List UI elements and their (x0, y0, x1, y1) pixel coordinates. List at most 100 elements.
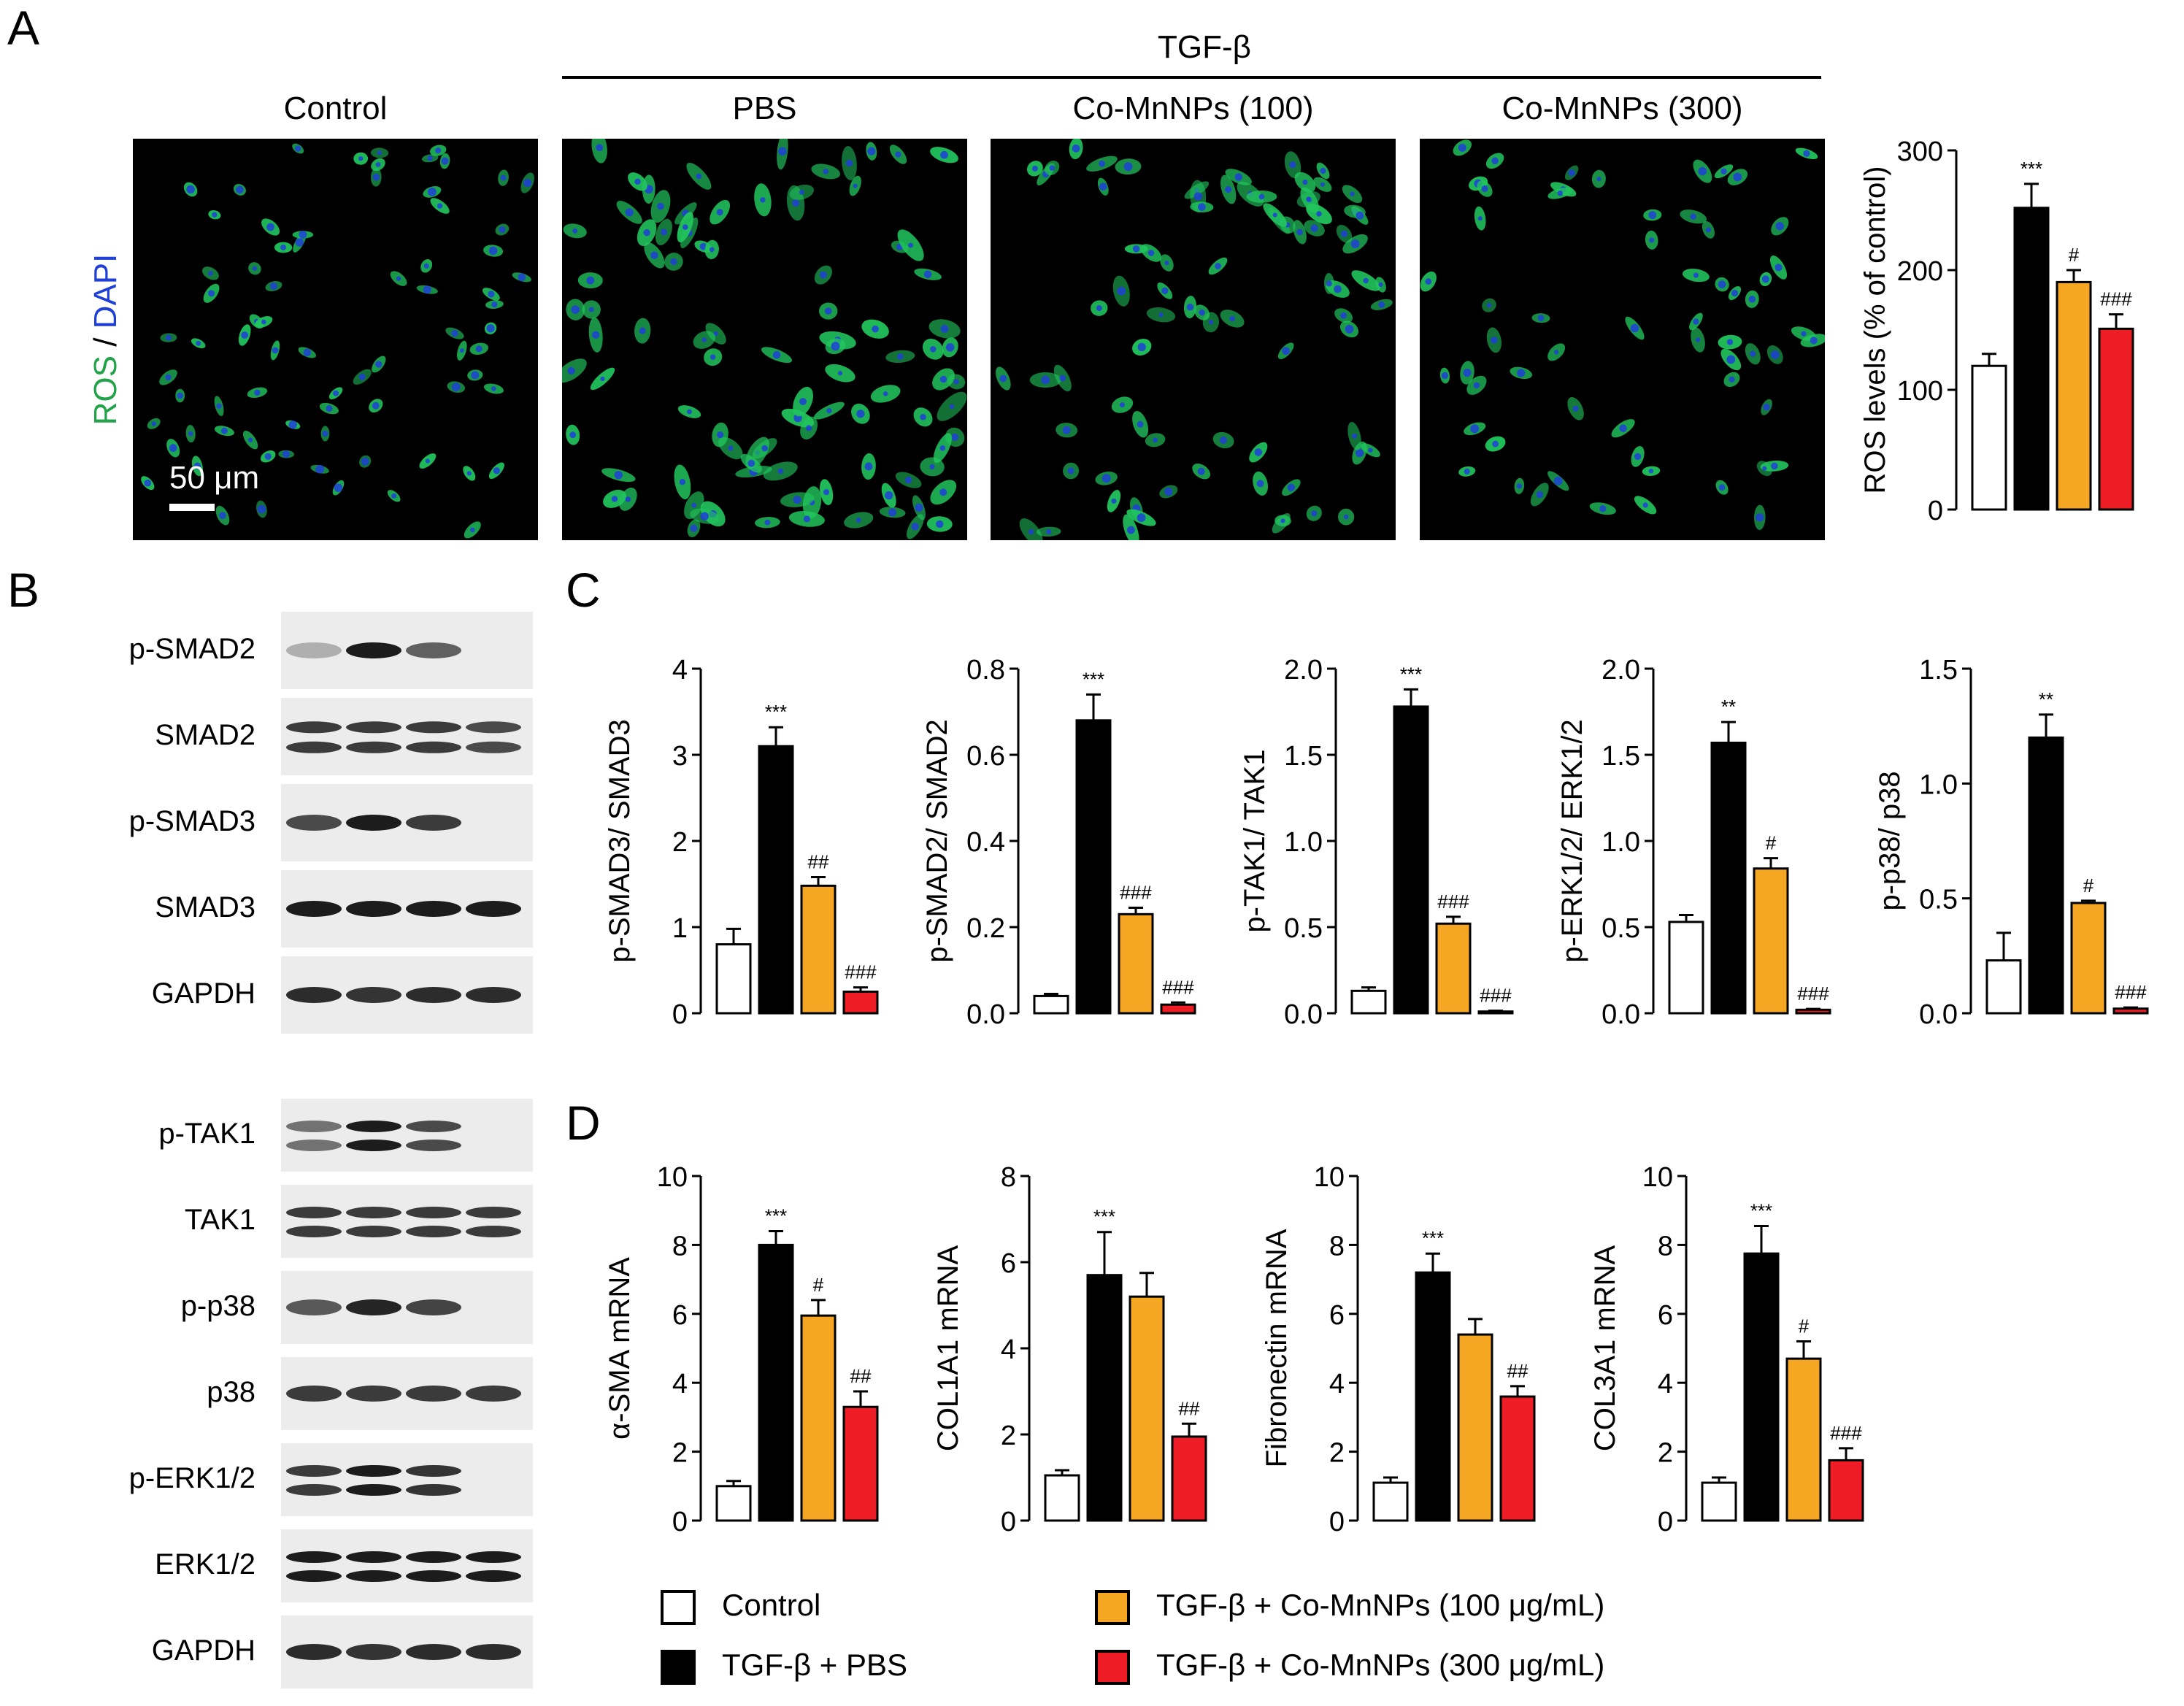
y-tick-label: 4 (1658, 1369, 1673, 1399)
cell-nucleus (1282, 347, 1291, 356)
cell-nucleus (1481, 185, 1488, 192)
y-tick-label: 4 (672, 655, 688, 685)
cell (278, 450, 294, 458)
y-tick-label: 1.5 (1284, 741, 1323, 772)
cell (1756, 461, 1772, 476)
cell (1316, 162, 1330, 180)
cell-nucleus (939, 375, 947, 383)
cell (1019, 518, 1043, 540)
cell (1682, 269, 1710, 283)
cell-nucleus (657, 202, 664, 210)
significance-label: ** (1721, 696, 1736, 718)
y-tick-label: 0.0 (1919, 999, 1958, 1030)
cell-nucleus (1642, 502, 1648, 508)
cell (870, 385, 901, 403)
blot-band (466, 1207, 521, 1218)
blot-band (286, 1644, 342, 1660)
cell (1643, 209, 1662, 221)
bar (1086, 1274, 1123, 1522)
cell-nucleus (823, 489, 830, 496)
cell (1097, 177, 1109, 196)
chart-p-smad2: 0.0 0.2 0.4 0.6 0.8 p-SMAD2/ SMAD2 *** ### ### (916, 642, 1230, 1051)
cell-nucleus (1517, 369, 1526, 377)
cell (928, 319, 961, 339)
blot-band (346, 1299, 401, 1315)
cell-nucleus (1553, 476, 1563, 485)
cell (1718, 334, 1742, 350)
cell (650, 190, 671, 223)
cell-nucleus (747, 459, 755, 467)
cell-nucleus (1720, 168, 1727, 174)
cell (1146, 307, 1176, 323)
cell-nucleus (1137, 342, 1146, 352)
cell-nucleus (361, 457, 369, 466)
cell (942, 337, 958, 358)
cell (1720, 348, 1742, 371)
cell (488, 462, 504, 480)
chart-p-tak1-svg: 0.0 0.5 1.0 1.5 2.0 p-TAK1/ TAK1 *** ### ### (1239, 655, 1514, 1030)
bar (758, 745, 794, 1015)
cell-nucleus (1320, 167, 1326, 174)
blot-band (346, 1570, 401, 1582)
y-tick-label: 2 (1658, 1438, 1673, 1469)
cell (1323, 272, 1334, 294)
cell (926, 516, 953, 532)
cell-nucleus (459, 348, 464, 353)
cell-nucleus (1197, 203, 1206, 211)
cell-nucleus (1368, 447, 1373, 453)
cell-nucleus (1350, 239, 1360, 249)
cell-nucleus (803, 515, 810, 523)
cell-nucleus (1234, 173, 1242, 181)
y-tick-label: 2.0 (1602, 655, 1640, 685)
y-tick-label: 1 (672, 913, 688, 944)
blot-band (346, 1484, 401, 1496)
cell (1439, 367, 1450, 384)
cell-nucleus (1220, 437, 1228, 444)
cell-nucleus (639, 327, 646, 334)
cell-nucleus (1343, 514, 1349, 520)
cell-nucleus (1363, 277, 1369, 284)
cell-nucleus (294, 145, 301, 152)
cell (1351, 206, 1369, 225)
cell (752, 438, 777, 459)
cell-nucleus (710, 354, 716, 360)
y-tick-label: 0.4 (966, 827, 1005, 858)
cell-nucleus (1059, 374, 1066, 382)
cell-nucleus (586, 276, 595, 285)
cell-nucleus (777, 468, 784, 474)
cell (920, 457, 945, 477)
cell-nucleus (1492, 440, 1499, 447)
cell (1702, 220, 1715, 239)
significance-label: ### (1480, 984, 1512, 1006)
stain-label-dapi: DAPI (88, 253, 123, 329)
significance-label: *** (765, 701, 787, 723)
cell (1337, 508, 1355, 526)
blot-band (406, 1484, 461, 1496)
cell (686, 162, 712, 190)
cell-nucleus (614, 471, 623, 480)
cell (861, 453, 876, 480)
cell (1126, 509, 1156, 526)
cell-nucleus (435, 147, 442, 154)
legend-swatch-pbs (661, 1649, 696, 1685)
cell-nucleus (1126, 526, 1135, 534)
cell-nucleus (940, 324, 949, 333)
significance-label: ### (845, 961, 877, 983)
cell-nucleus (1287, 483, 1296, 491)
cell-nucleus (936, 520, 944, 529)
cell-nucleus (1302, 179, 1308, 185)
cell-nucleus (951, 433, 959, 441)
significance-label: # (813, 1274, 824, 1296)
cell (520, 172, 534, 193)
blot-bands (286, 1551, 521, 1582)
bar (1701, 1481, 1737, 1522)
cell (370, 167, 382, 187)
cell (881, 483, 896, 508)
cell (1458, 466, 1476, 477)
cell (1183, 296, 1197, 319)
cell-nucleus (333, 390, 339, 396)
blot-label: p-TAK1 (158, 1118, 255, 1150)
cell-nucleus (247, 437, 253, 442)
cell (937, 391, 967, 421)
cell-nucleus (690, 524, 698, 532)
